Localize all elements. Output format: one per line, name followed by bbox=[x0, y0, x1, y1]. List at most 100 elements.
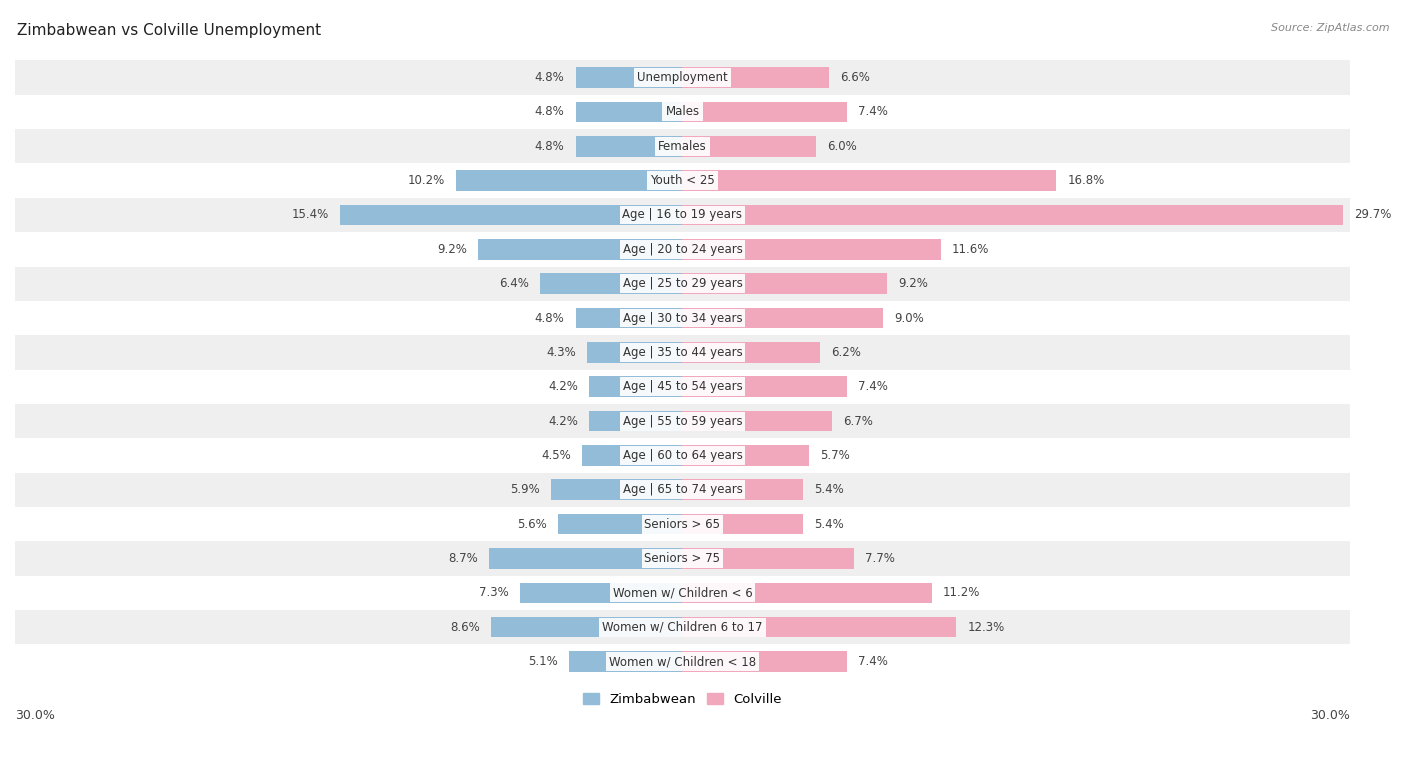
Text: 4.8%: 4.8% bbox=[534, 140, 565, 153]
Text: Seniors > 65: Seniors > 65 bbox=[644, 518, 720, 531]
Text: 4.8%: 4.8% bbox=[534, 71, 565, 84]
Bar bbox=[682, 170, 1056, 191]
Bar bbox=[682, 239, 941, 260]
Text: Males: Males bbox=[665, 105, 700, 118]
Text: 8.6%: 8.6% bbox=[450, 621, 479, 634]
Text: Women w/ Children < 18: Women w/ Children < 18 bbox=[609, 655, 756, 668]
Text: Seniors > 75: Seniors > 75 bbox=[644, 552, 720, 565]
Bar bbox=[15, 404, 1350, 438]
Legend: Zimbabwean, Colville: Zimbabwean, Colville bbox=[583, 693, 782, 706]
Bar bbox=[582, 445, 682, 466]
Text: Age | 16 to 19 years: Age | 16 to 19 years bbox=[623, 208, 742, 222]
Bar bbox=[15, 301, 1350, 335]
Bar bbox=[15, 61, 1350, 95]
Bar bbox=[15, 541, 1350, 575]
Text: Age | 30 to 34 years: Age | 30 to 34 years bbox=[623, 312, 742, 325]
Bar bbox=[569, 651, 682, 671]
Bar bbox=[15, 610, 1350, 644]
Text: 4.3%: 4.3% bbox=[546, 346, 575, 359]
Bar bbox=[682, 651, 848, 671]
Text: 9.2%: 9.2% bbox=[898, 277, 928, 290]
Bar bbox=[15, 129, 1350, 164]
Text: 6.6%: 6.6% bbox=[841, 71, 870, 84]
Text: 9.2%: 9.2% bbox=[437, 243, 467, 256]
Text: Females: Females bbox=[658, 140, 707, 153]
Text: 30.0%: 30.0% bbox=[15, 709, 55, 722]
Bar bbox=[520, 583, 682, 603]
Text: 11.2%: 11.2% bbox=[943, 587, 980, 600]
Bar bbox=[15, 95, 1350, 129]
Text: 5.6%: 5.6% bbox=[517, 518, 547, 531]
Text: 7.4%: 7.4% bbox=[858, 380, 889, 393]
Text: 10.2%: 10.2% bbox=[408, 174, 444, 187]
Bar bbox=[575, 136, 682, 157]
Bar bbox=[682, 411, 831, 431]
Text: 29.7%: 29.7% bbox=[1354, 208, 1392, 222]
Bar bbox=[682, 617, 956, 637]
Bar bbox=[682, 273, 887, 294]
Bar bbox=[682, 204, 1343, 226]
Bar bbox=[575, 308, 682, 329]
Bar bbox=[682, 136, 815, 157]
Text: 5.9%: 5.9% bbox=[510, 483, 540, 497]
Text: 30.0%: 30.0% bbox=[1310, 709, 1350, 722]
Text: Source: ZipAtlas.com: Source: ZipAtlas.com bbox=[1271, 23, 1389, 33]
Bar bbox=[15, 198, 1350, 232]
Bar bbox=[586, 342, 682, 363]
Bar bbox=[456, 170, 682, 191]
Text: 6.0%: 6.0% bbox=[827, 140, 856, 153]
Bar bbox=[540, 273, 682, 294]
Text: 4.2%: 4.2% bbox=[548, 415, 578, 428]
Text: 15.4%: 15.4% bbox=[291, 208, 329, 222]
Text: 7.7%: 7.7% bbox=[865, 552, 894, 565]
Bar bbox=[558, 514, 682, 534]
Text: 7.4%: 7.4% bbox=[858, 655, 889, 668]
Bar bbox=[478, 239, 682, 260]
Bar bbox=[682, 479, 803, 500]
Text: 5.4%: 5.4% bbox=[814, 518, 844, 531]
Bar bbox=[589, 376, 682, 397]
Text: 12.3%: 12.3% bbox=[967, 621, 1004, 634]
Text: 5.7%: 5.7% bbox=[821, 449, 851, 462]
Text: Zimbabwean vs Colville Unemployment: Zimbabwean vs Colville Unemployment bbox=[17, 23, 321, 38]
Text: Age | 65 to 74 years: Age | 65 to 74 years bbox=[623, 483, 742, 497]
Bar bbox=[15, 644, 1350, 679]
Text: Women w/ Children < 6: Women w/ Children < 6 bbox=[613, 587, 752, 600]
Text: Age | 20 to 24 years: Age | 20 to 24 years bbox=[623, 243, 742, 256]
Bar bbox=[682, 376, 848, 397]
Text: 4.8%: 4.8% bbox=[534, 105, 565, 118]
Text: 4.2%: 4.2% bbox=[548, 380, 578, 393]
Text: 6.4%: 6.4% bbox=[499, 277, 529, 290]
Bar bbox=[15, 507, 1350, 541]
Text: 7.3%: 7.3% bbox=[479, 587, 509, 600]
Text: 4.5%: 4.5% bbox=[541, 449, 571, 462]
Text: Age | 25 to 29 years: Age | 25 to 29 years bbox=[623, 277, 742, 290]
Bar bbox=[575, 101, 682, 122]
Bar bbox=[682, 67, 830, 88]
Bar bbox=[15, 266, 1350, 301]
Text: 6.2%: 6.2% bbox=[831, 346, 862, 359]
Bar bbox=[682, 548, 853, 569]
Bar bbox=[575, 67, 682, 88]
Bar bbox=[340, 204, 682, 226]
Bar bbox=[551, 479, 682, 500]
Text: 7.4%: 7.4% bbox=[858, 105, 889, 118]
Bar bbox=[15, 438, 1350, 472]
Bar bbox=[15, 232, 1350, 266]
Text: Women w/ Children 6 to 17: Women w/ Children 6 to 17 bbox=[602, 621, 762, 634]
Text: Age | 55 to 59 years: Age | 55 to 59 years bbox=[623, 415, 742, 428]
Bar bbox=[682, 445, 810, 466]
Bar bbox=[15, 575, 1350, 610]
Bar bbox=[15, 369, 1350, 404]
Text: Youth < 25: Youth < 25 bbox=[650, 174, 714, 187]
Bar bbox=[589, 411, 682, 431]
Bar bbox=[682, 308, 883, 329]
Text: Age | 45 to 54 years: Age | 45 to 54 years bbox=[623, 380, 742, 393]
Bar bbox=[15, 335, 1350, 369]
Text: 5.1%: 5.1% bbox=[529, 655, 558, 668]
Text: Unemployment: Unemployment bbox=[637, 71, 728, 84]
Bar bbox=[682, 583, 932, 603]
Bar bbox=[489, 548, 682, 569]
Text: 8.7%: 8.7% bbox=[449, 552, 478, 565]
Text: 9.0%: 9.0% bbox=[894, 312, 924, 325]
